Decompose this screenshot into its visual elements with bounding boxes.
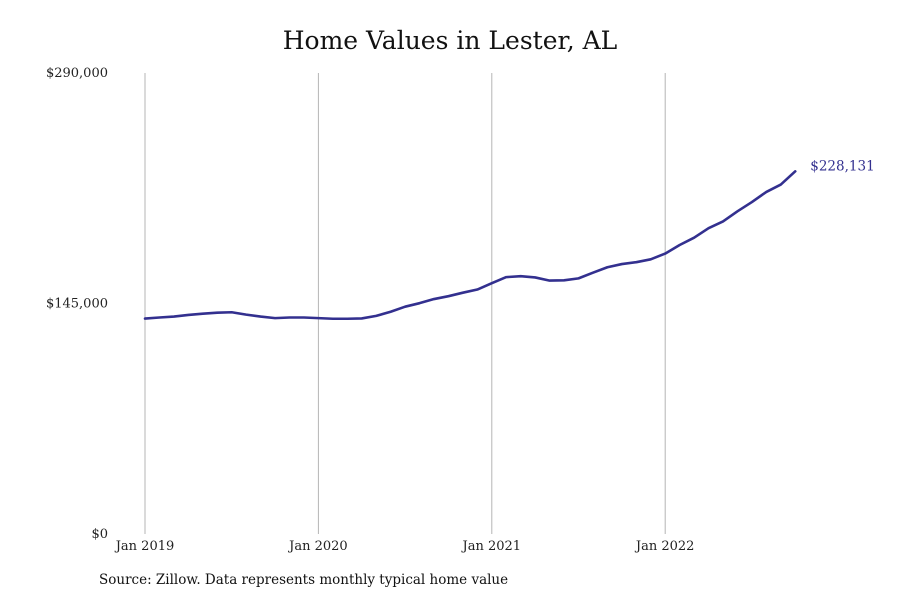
x-axis-ticks: Jan 2019 Jan 2020 Jan 2021 Jan 2022 (114, 539, 695, 554)
x-tick-label: Jan 2020 (287, 539, 348, 554)
grid-lines (144, 73, 666, 534)
series-group (143, 170, 797, 321)
end-value-label: $228,131 (810, 158, 874, 174)
x-tick-label: Jan 2021 (461, 539, 522, 554)
series-line (143, 170, 797, 321)
y-tick-label: $290,000 (46, 66, 108, 81)
y-axis-ticks: $0 $145,000 $290,000 (46, 66, 108, 542)
x-tick-label: Jan 2022 (634, 539, 695, 554)
chart-title: Home Values in Lester, AL (282, 26, 618, 55)
source-note: Source: Zillow. Data represents monthly … (99, 572, 509, 588)
x-tick-label: Jan 2019 (114, 539, 175, 554)
y-tick-label: $145,000 (46, 297, 108, 312)
y-tick-label: $0 (91, 527, 108, 542)
